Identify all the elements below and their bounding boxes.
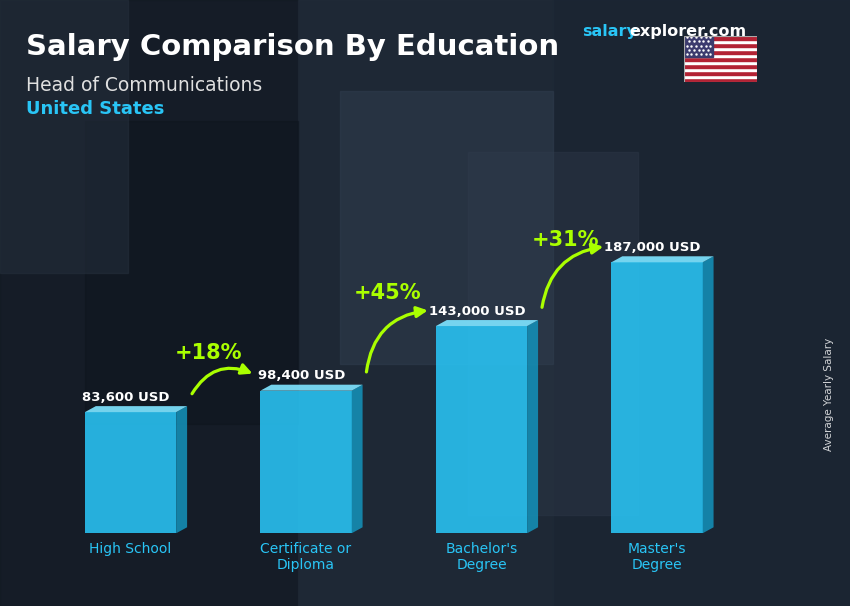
- Bar: [684, 61, 756, 64]
- Text: explorer.com: explorer.com: [629, 24, 746, 39]
- Bar: [0, 0, 298, 606]
- Bar: [684, 72, 756, 75]
- Bar: [552, 0, 850, 606]
- Polygon shape: [260, 391, 352, 533]
- Polygon shape: [436, 326, 527, 533]
- Text: +45%: +45%: [354, 283, 422, 304]
- Bar: [684, 54, 756, 58]
- Polygon shape: [703, 256, 713, 533]
- Text: Average Yearly Salary: Average Yearly Salary: [824, 338, 834, 450]
- Polygon shape: [611, 256, 713, 262]
- Bar: [684, 36, 756, 40]
- Bar: [684, 68, 756, 72]
- Polygon shape: [176, 406, 187, 533]
- Text: salary: salary: [582, 24, 638, 39]
- Text: 83,600 USD: 83,600 USD: [82, 391, 170, 404]
- Bar: [340, 91, 552, 364]
- Text: Head of Communications: Head of Communications: [26, 76, 262, 95]
- FancyArrowPatch shape: [542, 244, 600, 307]
- Polygon shape: [260, 385, 363, 391]
- Polygon shape: [85, 412, 176, 533]
- Polygon shape: [352, 385, 363, 533]
- Bar: [684, 75, 756, 78]
- Bar: [0, 0, 128, 273]
- FancyArrowPatch shape: [192, 365, 249, 394]
- Bar: [684, 50, 756, 54]
- Bar: [298, 0, 552, 606]
- Polygon shape: [527, 320, 538, 533]
- Bar: [684, 40, 756, 44]
- Bar: [684, 58, 756, 61]
- Polygon shape: [85, 406, 187, 412]
- Bar: [468, 152, 638, 515]
- Text: 143,000 USD: 143,000 USD: [428, 305, 525, 318]
- Bar: [684, 64, 756, 68]
- Polygon shape: [611, 262, 703, 533]
- Bar: [684, 78, 756, 82]
- Polygon shape: [436, 320, 538, 326]
- Text: 187,000 USD: 187,000 USD: [604, 241, 700, 254]
- Text: +18%: +18%: [175, 343, 242, 364]
- Text: +31%: +31%: [531, 230, 598, 250]
- Bar: [684, 36, 713, 58]
- FancyArrowPatch shape: [366, 308, 424, 372]
- Bar: [684, 44, 756, 47]
- Bar: [684, 47, 756, 50]
- Bar: [85, 121, 298, 424]
- Text: 98,400 USD: 98,400 USD: [258, 369, 345, 382]
- Text: Salary Comparison By Education: Salary Comparison By Education: [26, 33, 558, 61]
- Text: United States: United States: [26, 100, 164, 118]
